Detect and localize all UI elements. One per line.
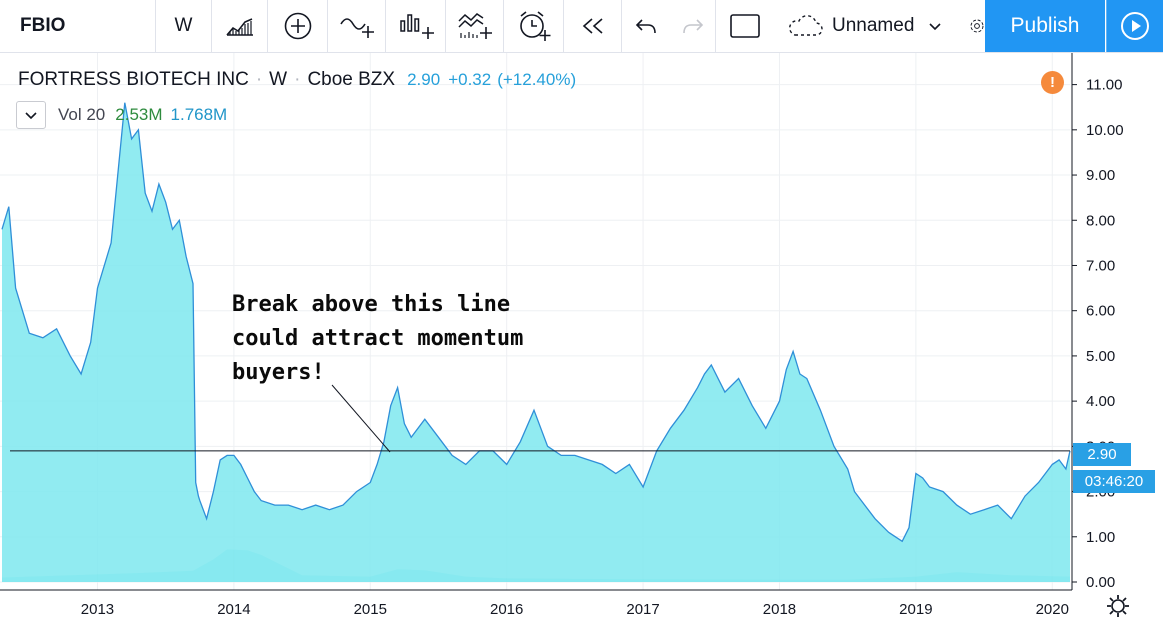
replay-icon (582, 18, 603, 34)
alert-button[interactable] (504, 0, 564, 52)
price-tick-label: 10.00 (1086, 122, 1124, 139)
play-button[interactable] (1106, 0, 1163, 52)
financials-button[interactable] (386, 0, 446, 52)
bar-countdown-tag: 03:46:20 (1073, 470, 1155, 493)
price-tick-label: 11.00 (1086, 77, 1122, 94)
indicators-icon (339, 18, 374, 38)
templates-button[interactable] (446, 0, 504, 52)
undo-icon (635, 19, 656, 34)
collapse-legend-button[interactable] (16, 101, 46, 129)
fullscreen-button[interactable] (716, 0, 774, 52)
compare-icon (284, 12, 311, 40)
undo-button[interactable] (622, 0, 670, 52)
price-tick-label: 8.00 (1086, 212, 1115, 229)
symbol-search-button[interactable]: FBIO (0, 0, 156, 52)
annotation-pointer (331, 384, 391, 453)
symbol-label: FBIO (20, 15, 66, 36)
settings-icon (970, 19, 984, 33)
settings-button[interactable] (968, 0, 986, 52)
chart-settings-button[interactable] (1104, 592, 1132, 620)
price-axis: 11.0010.009.008.007.006.005.004.003.002.… (1072, 77, 1124, 591)
bar-style-button[interactable] (212, 0, 268, 52)
redo-icon (682, 19, 703, 34)
symbol-legend: FORTRESS BIOTECH INC · W · Cboe BZX 2.90… (18, 69, 577, 90)
price-chart[interactable]: 11.0010.009.008.007.006.005.004.003.002.… (0, 53, 1163, 622)
compare-button[interactable] (268, 0, 328, 52)
time-tick-label: 2016 (490, 601, 523, 618)
alert-clock-icon (519, 11, 550, 41)
chevron-down-icon (25, 112, 37, 120)
legend-change-pct: (+12.40%) (497, 70, 577, 89)
time-tick-label: 2018 (763, 601, 796, 618)
volume-ma-value: 1.768M (170, 105, 228, 124)
time-tick-label: 2015 (354, 601, 387, 618)
time-axis: 2013 2014 2015 2016 2017 2018 2019 2020 (81, 601, 1069, 618)
indicators-button[interactable] (328, 0, 386, 52)
time-tick-label: 2020 (1036, 601, 1069, 618)
last-price-tag: 2.90 (1073, 443, 1131, 466)
interval-button[interactable]: W (156, 0, 212, 52)
layout-menu-button[interactable]: Unnamed (770, 0, 968, 52)
publish-button[interactable]: Publish (985, 0, 1105, 52)
legend-price: 2.90 (407, 70, 441, 89)
time-tick-label: 2019 (899, 601, 932, 618)
price-tick-label: 6.00 (1086, 303, 1115, 320)
layout-name: Unnamed (832, 15, 915, 36)
play-icon (1121, 12, 1149, 40)
templates-icon (457, 13, 492, 39)
chart-annotation-text[interactable]: Break above this line could attract mome… (232, 292, 524, 385)
redo-button[interactable] (670, 0, 716, 52)
legend-symbol-name: FORTRESS BIOTECH INC (18, 69, 249, 90)
price-tick-label: 5.00 (1086, 348, 1115, 365)
time-tick-label: 2017 (626, 601, 659, 618)
time-tick-label: 2013 (81, 601, 114, 618)
bar-style-icon (225, 18, 253, 36)
top-toolbar: FBIO W (0, 0, 1163, 53)
data-alert-badge[interactable]: ! (1041, 71, 1064, 94)
volume-label: Vol 20 (58, 105, 106, 124)
chevron-down-icon (929, 23, 941, 31)
legend-interval: W (269, 69, 288, 90)
price-tick-label: 9.00 (1086, 167, 1115, 184)
price-tick-label: 0.00 (1086, 574, 1115, 591)
legend-exchange: Cboe BZX (307, 69, 396, 90)
interval-label: W (174, 15, 193, 36)
volume-legend: Vol 20 2.53M 1.768M (16, 101, 227, 129)
financials-icon (399, 14, 434, 39)
price-tick-label: 7.00 (1086, 257, 1115, 274)
settings-icon (1107, 595, 1129, 617)
publish-label: Publish (1010, 14, 1080, 37)
price-tick-label: 4.00 (1086, 393, 1115, 410)
legend-change: +0.32 (448, 70, 492, 89)
fullscreen-icon (730, 14, 760, 38)
volume-value: 2.53M (115, 105, 163, 124)
replay-button[interactable] (564, 0, 622, 52)
cloud-save-icon (789, 15, 823, 36)
price-area (2, 102, 1070, 582)
price-tick-label: 1.00 (1086, 529, 1115, 546)
time-tick-label: 2014 (217, 601, 250, 618)
